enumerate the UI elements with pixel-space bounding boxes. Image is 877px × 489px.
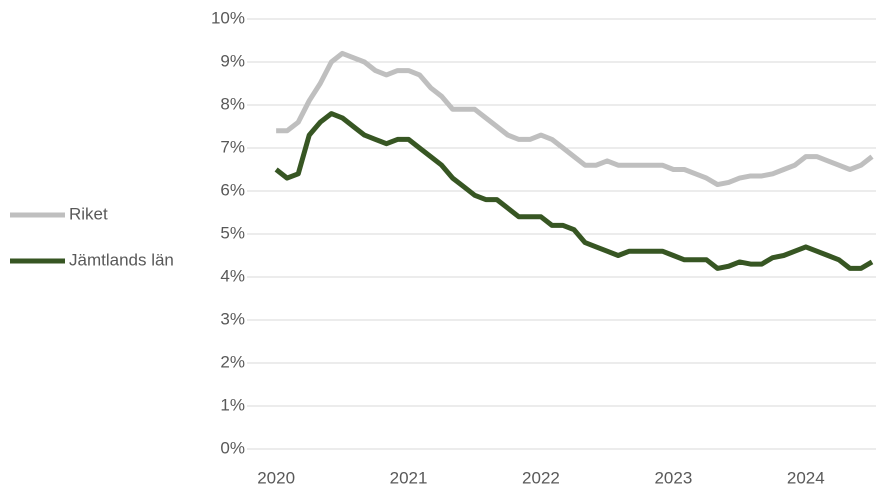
y-tick-label: 2% [220, 352, 245, 371]
legend-label: Jämtlands län [69, 250, 174, 269]
y-tick-label: 0% [220, 438, 245, 457]
x-tick-label: 2020 [257, 468, 295, 487]
y-tick-label: 8% [220, 94, 245, 113]
x-tick-label: 2022 [522, 468, 560, 487]
y-tick-label: 4% [220, 266, 245, 285]
legend-label: Riket [69, 204, 108, 223]
x-tick-label: 2021 [390, 468, 428, 487]
series-line [274, 111, 874, 271]
y-tick-label: 3% [220, 309, 245, 328]
x-tick-label: 2024 [787, 468, 825, 487]
y-tick-label: 6% [220, 180, 245, 199]
x-tick-label: 2023 [654, 468, 692, 487]
y-tick-label: 5% [220, 223, 245, 242]
y-tick-label: 10% [211, 8, 245, 27]
y-tick-label: 9% [220, 51, 245, 70]
series-line [276, 50, 874, 188]
y-tick-label: 1% [220, 395, 245, 414]
y-tick-label: 7% [220, 137, 245, 156]
